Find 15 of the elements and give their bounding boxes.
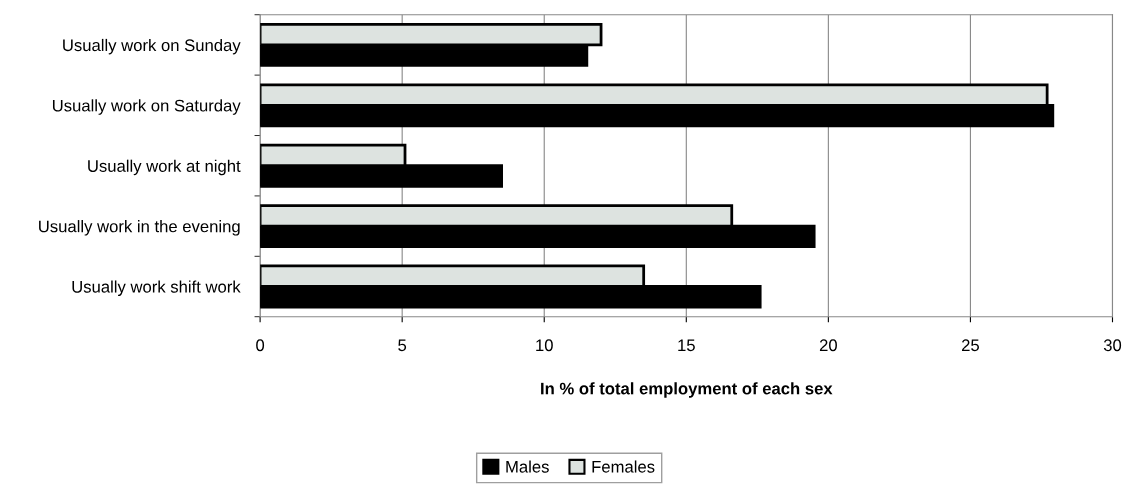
y-tick-label: Usually work on Sunday xyxy=(63,38,241,55)
x-tick-label: 10 xyxy=(536,339,553,352)
x-tick-label: 25 xyxy=(961,339,979,352)
y-tick-label: Usually work at night xyxy=(88,159,241,176)
x-tick-label: 30 xyxy=(1103,339,1122,352)
x-tick-label: 5 xyxy=(398,339,407,352)
y-tick-label: Usually work on Saturday xyxy=(52,99,241,115)
x-tick-label: 20 xyxy=(819,339,837,352)
x-tick-label: 0 xyxy=(256,339,265,352)
y-tick-label: Usually work in the evening xyxy=(39,220,240,236)
x-tick-label: 15 xyxy=(678,339,695,352)
legend-label: Females xyxy=(592,460,655,473)
x-axis-title: In % of total employment of each sex xyxy=(541,382,833,398)
y-tick-label: Usually work shift work xyxy=(72,280,241,296)
legend-label: Males xyxy=(506,460,549,473)
